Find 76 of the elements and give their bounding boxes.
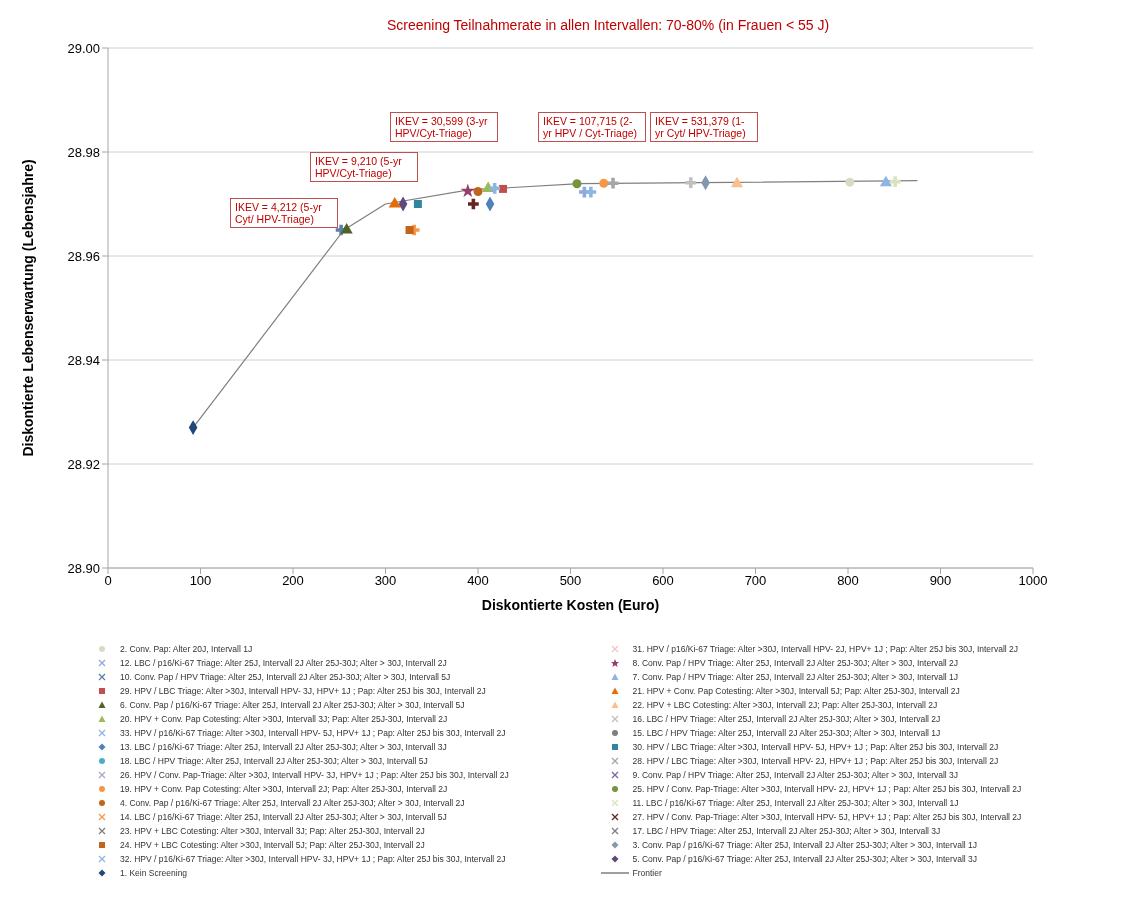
x-tick-label: 900 — [929, 573, 952, 589]
legend-label: 5. Conv. Pap / p16/Ki-67 Triage: Alter 25J, Intervall 2J Alter 25J-30J; Alter > 30J, Intervall 3J — [632, 854, 978, 864]
point — [405, 226, 414, 234]
point — [607, 177, 619, 189]
y-tick-label: 29.00 — [67, 40, 100, 56]
legend-label: 27. HPV / Conv. Pap-Triage: Alter >30J, Intervall HPV- 5J, HPV+ 1J ; Pap: Alter 25J bis 30J, Intervall 2J — [632, 812, 1022, 822]
x-tick-label: 600 — [652, 573, 674, 589]
x-tick-label: 800 — [837, 573, 859, 589]
legend-label: 31. HPV / p16/Ki-67 Triage: Alter >30J, Intervall HPV- 2J, HPV+ 1J ; Pap: Alter 25J bis 30J, Intervall 2J — [632, 644, 1019, 654]
legend-label: 17. LBC / HPV Triage: Alter 25J, Intervall 2J Alter 25J-30J; Alter > 30J, Intervall 3J — [632, 826, 941, 836]
legend-label: 25. HPV / Conv. Pap-Triage: Alter >30J, Intervall HPV- 2J, HPV+ 1J ; Pap: Alter 25J bis 30J, Intervall 2J — [632, 784, 1022, 794]
y-axis-title: Diskontierte Lebenserwartung (Lebensjahre) — [19, 159, 36, 457]
point — [468, 198, 479, 210]
x-tick-label: 700 — [744, 573, 767, 589]
legend-label: 6. Conv. Pap / p16/Ki-67 Triage: Alter 25J, Intervall 2J Alter 25J-30J; Alter > 30J, Intervall 5J — [120, 700, 465, 710]
point — [879, 175, 892, 187]
legend-label: 16. LBC / HPV Triage: Alter 25J, Intervall 2J Alter 25J-30J; Alter > 30J, Intervall 2J — [632, 714, 941, 724]
annotation: IKEV = 30,599 (3-yr HPV/Cyt-Triage) — [390, 112, 498, 142]
annotation: IKEV = 531,379 (1-yr Cyt/ HPV-Triage) — [650, 112, 758, 142]
point — [413, 200, 422, 208]
legend-label: 30. HPV / LBC Triage: Alter >30J, Intervall HPV- 5J, HPV+ 1J ; Pap: Alter 25J bis 30J, Intervall 2J — [632, 742, 999, 752]
legend-label: 26. HPV / Conv. Pap-Triage: Alter >30J, Intervall HPV- 3J, HPV+ 1J ; Pap: Alter 25J bis 30J, Intervall 2J — [120, 770, 509, 780]
point — [889, 176, 901, 188]
legend-label: 4. Conv. Pap / p16/Ki-67 Triage: Alter 25J, Intervall 2J Alter 25J-30J; Alter > 30J, Intervall 2J — [120, 798, 465, 808]
y-tick-label: 28.98 — [67, 144, 100, 160]
y-tick-label: 28.90 — [67, 560, 100, 576]
point — [685, 177, 697, 189]
x-tick-label: 0 — [104, 573, 112, 589]
legend-label: 12. LBC / p16/Ki-67 Triage: Alter 25J, Intervall 2J Alter 25J-30J; Alter > 30J, Intervall 2J — [120, 658, 447, 668]
x-tick-label: 500 — [559, 573, 582, 589]
y-tick-label: 28.96 — [67, 248, 100, 264]
point — [572, 179, 582, 189]
x-tick-label: 100 — [189, 573, 212, 589]
legend-label: 20. HPV + Conv. Pap Cotesting: Alter >30J, Intervall 3J; Pap: Alter 25J-30J, Intervall 2J — [120, 714, 448, 724]
point — [585, 186, 597, 198]
legend-label: 28. HPV / LBC Triage: Alter >30J, Intervall HPV- 2J, HPV+ 1J ; Pap: Alter 25J bis 30J, Intervall 2J — [632, 756, 999, 766]
legend-label: 15. LBC / HPV Triage: Alter 25J, Intervall 2J Alter 25J-30J; Alter > 30J, Intervall 1J — [632, 728, 941, 738]
x-axis-title: Diskontierte Kosten (Euro) — [481, 597, 660, 613]
chart-title: Screening Teilnahmerate in allen Intervallen: 70-80% (in Frauen < 55 J) — [386, 17, 830, 33]
legend-label: 8. Conv. Pap / HPV Triage: Alter 25J, Intervall 2J Alter 25J-30J; Alter > 30J, Intervall 2J — [632, 658, 959, 668]
legend-label: 21. HPV + Conv. Pap Cotesting: Alter >30J, Intervall 5J; Pap: Alter 25J-30J, Intervall 2J — [632, 686, 960, 696]
point — [599, 178, 609, 188]
legend-label: 7. Conv. Pap / HPV Triage: Alter 25J, Intervall 2J Alter 25J-30J; Alter > 30J, Intervall 1J — [632, 672, 959, 682]
legend-label: 29. HPV / LBC Triage: Alter >30J, Intervall HPV- 3J, HPV+ 1J ; Pap: Alter 25J bis 30J, Intervall 2J — [120, 686, 486, 696]
legend-label: 33. HPV / p16/Ki-67 Triage: Alter >30J, Intervall HPV- 5J, HPV+ 1J ; Pap: Alter 25J bis 30J, Intervall 2J — [120, 728, 506, 738]
legend-label: 32. HPV / p16/Ki-67 Triage: Alter >30J, Intervall HPV- 3J, HPV+ 1J ; Pap: Alter 25J bis 30J, Intervall 2J — [120, 854, 506, 864]
legend-label: 14. LBC / p16/Ki-67 Triage: Alter 25J, Intervall 2J Alter 25J-30J; Alter > 30J, Intervall 5J — [120, 812, 447, 822]
legend-label: 24. HPV + LBC Cotesting: Alter >30J, Intervall 5J; Pap: Alter 25J-30J, Intervall 2J — [120, 840, 425, 850]
point — [340, 222, 353, 234]
legend-label: 2. Conv. Pap: Alter 20J, Intervall 1J — [120, 644, 253, 654]
annotation: IKEV = 107,715 (2-yr HPV / Cyt-Triage) — [538, 112, 646, 142]
point — [730, 176, 744, 188]
legend-label: Frontier — [632, 868, 662, 878]
legend-label: 9. Conv. Pap / HPV Triage: Alter 25J, Intervall 2J Alter 25J-30J; Alter > 30J, Intervall 3J — [632, 770, 959, 780]
legend-label: 22. HPV + LBC Cotesting: Alter >30J, Intervall 2J; Pap: Alter 25J-30J, Intervall 2J — [632, 700, 938, 710]
point — [845, 177, 855, 187]
point — [473, 187, 483, 197]
annotation: IKEV = 4,212 (5-yr Cyt/ HPV-Triage) — [230, 198, 338, 228]
legend-label: 19. HPV + Conv. Pap Cotesting: Alter >30J, Intervall 2J; Pap: Alter 25J-30J, Intervall 2J — [120, 784, 448, 794]
legend-label: 11. LBC / p16/Ki-67 Triage: Alter 25J, Intervall 2J Alter 25J-30J; Alter > 30J, Intervall 1J — [632, 798, 959, 808]
x-tick-label: 300 — [374, 573, 397, 589]
point — [388, 196, 401, 208]
x-tick-label: 200 — [282, 573, 304, 589]
legend-label: 3. Conv. Pap / p16/Ki-67 Triage: Alter 25J, Intervall 2J Alter 25J-30J; Alter > 30J, Intervall 1J — [632, 840, 978, 850]
x-tick-label: 1000 — [1018, 573, 1048, 589]
point — [460, 183, 476, 198]
x-tick-label: 400 — [467, 573, 489, 589]
legend-label: 18. LBC / HPV Triage: Alter 25J, Intervall 2J Alter 25J-30J; Alter > 30J, Intervall 5J — [120, 756, 428, 766]
legend-label: 13. LBC / p16/Ki-67 Triage: Alter 25J, Intervall 2J Alter 25J-30J; Alter > 30J, Intervall 3J — [120, 742, 447, 752]
legend-label: 1. Kein Screening — [120, 868, 188, 878]
y-tick-label: 28.94 — [67, 352, 100, 368]
annotation: IKEV = 9,210 (5-yr HPV/Cyt-Triage) — [310, 152, 418, 182]
legend-label: 23. HPV + LBC Cotesting: Alter >30J, Intervall 3J; Pap: Alter 25J-30J, Intervall 2J — [120, 826, 425, 836]
legend-label: 10. Conv. Pap / HPV Triage: Alter 25J, Intervall 2J Alter 25J-30J; Alter > 30J, Intervall 5J — [120, 672, 451, 682]
y-tick-label: 28.92 — [67, 456, 100, 472]
point — [498, 184, 507, 193]
